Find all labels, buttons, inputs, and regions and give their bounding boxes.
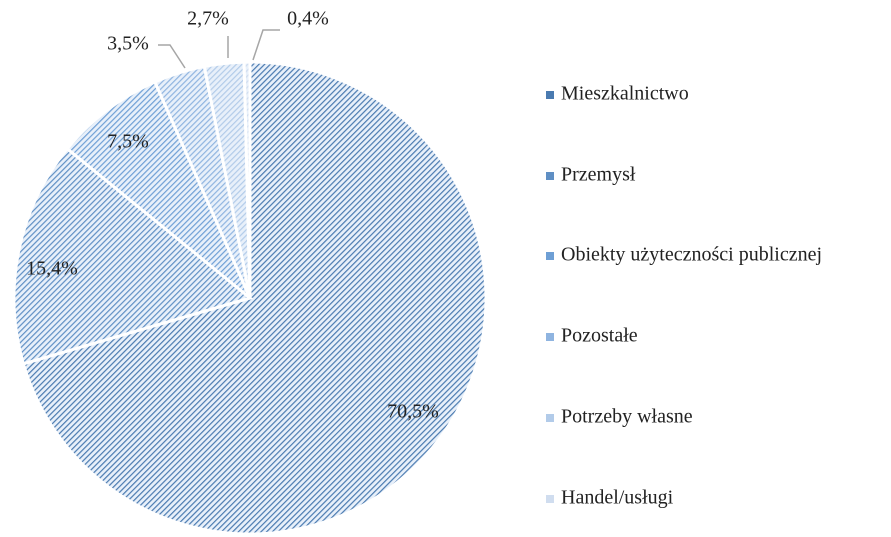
legend-label: Handel/usługi [561,487,674,509]
legend-marker [546,252,554,260]
legend-marker [546,333,554,341]
pie-slice [242,60,252,299]
data-label: 15,4% [26,258,78,280]
legend: Mieszkalnictwo Przemysł Obiekty użytecznoś… [546,83,822,509]
pie-slice [65,80,252,300]
legend-marker [546,414,554,422]
legend-label: Przemysł [561,164,636,186]
leader-line [252,29,280,61]
data-label: 0,4% [287,8,329,30]
data-label: 70,5% [387,401,439,423]
legend-marker [546,495,554,503]
data-labels: 70,5% 15,4% 7,5% 3,5% 2,7% 0,4% [26,8,439,423]
leader-line [158,44,186,69]
legend-marker [546,91,554,99]
data-label: 2,7% [187,8,229,30]
pie-slice [12,146,254,366]
legend-label: Mieszkalnictwo [561,83,689,105]
pie [12,60,488,536]
legend-label: Potrzeby własne [561,406,693,428]
legend-label: Obiekty użyteczności publicznej [561,244,822,266]
legend-label: Pozostałe [561,325,638,347]
data-label: 3,5% [107,33,149,55]
data-label: 7,5% [107,131,149,153]
pie-slice [21,60,488,536]
legend-marker [546,172,554,180]
